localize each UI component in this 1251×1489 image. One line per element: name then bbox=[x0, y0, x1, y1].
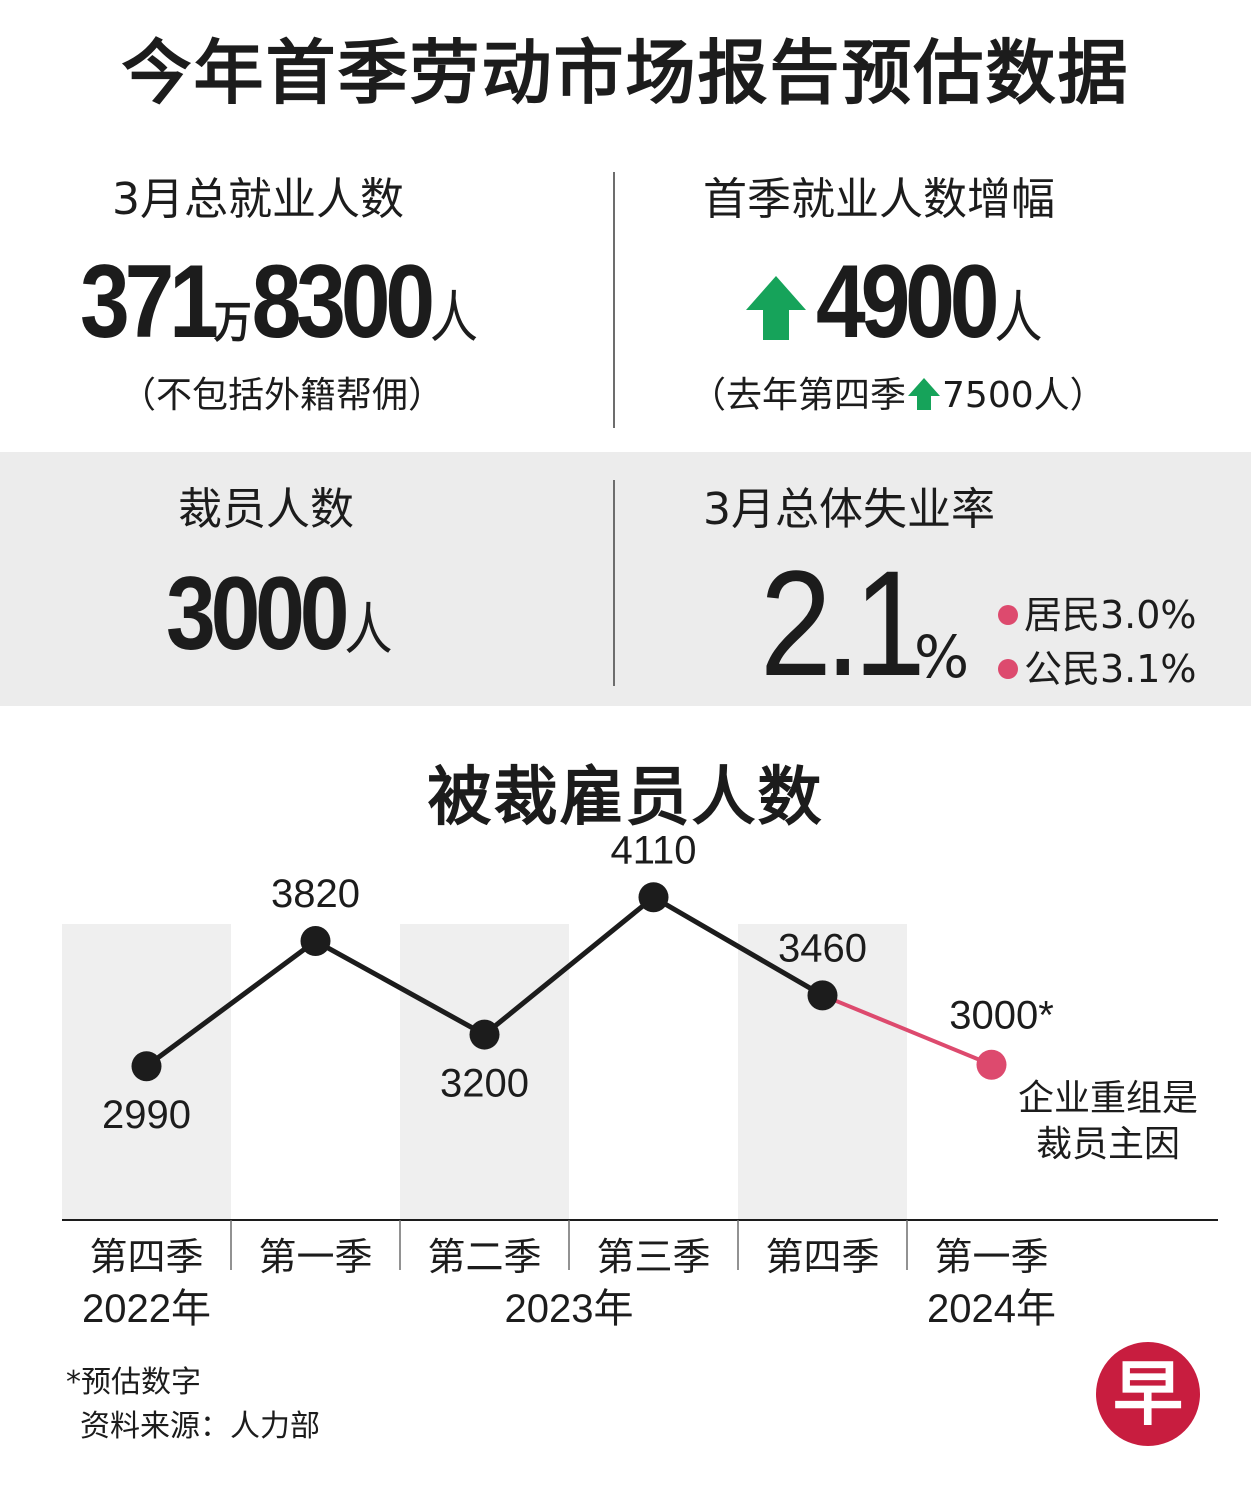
category-label: 第一季 bbox=[934, 1237, 1048, 1279]
data-label: 3460 bbox=[778, 926, 867, 970]
band-divider bbox=[613, 480, 615, 686]
data-label: 3000* bbox=[949, 994, 1054, 1038]
year-label: 2023年 bbox=[505, 1287, 634, 1331]
data-point bbox=[469, 1019, 500, 1050]
residents-dot-icon bbox=[998, 605, 1018, 625]
employment-unit: 人 bbox=[429, 286, 479, 349]
data-point bbox=[638, 882, 669, 913]
category-label: 第四季 bbox=[765, 1237, 879, 1279]
layoffs-value: 3000人 bbox=[166, 562, 392, 666]
data-point bbox=[807, 980, 838, 1011]
unemployment-value: 2.1 bbox=[760, 539, 926, 707]
footnote: *预估数字 bbox=[66, 1365, 201, 1400]
data-label: 2990 bbox=[102, 1093, 191, 1137]
unemployment-unit: % bbox=[914, 623, 970, 691]
category-label: 第一季 bbox=[258, 1237, 372, 1279]
chart-title: 被裁雇员人数 bbox=[427, 761, 824, 835]
chart-band bbox=[738, 924, 907, 1220]
chart-annotation: 企业重组是 bbox=[1018, 1077, 1198, 1118]
employment-value-b: 8300 bbox=[251, 244, 435, 360]
employment-label: 3月总就业人数 bbox=[112, 174, 404, 225]
citizens-rate: 公民3.1% bbox=[1024, 647, 1197, 691]
data-point bbox=[976, 1049, 1007, 1080]
layoffs-label: 裁员人数 bbox=[178, 484, 354, 535]
growth-number: 4900 bbox=[816, 244, 999, 360]
small-up-arrow-icon bbox=[906, 378, 942, 410]
data-label: 3200 bbox=[440, 1062, 529, 1106]
source-note: 资料来源：人力部 bbox=[80, 1409, 320, 1444]
growth-note-prefix: （去年第四季 bbox=[690, 375, 907, 416]
data-label: 3820 bbox=[271, 872, 360, 916]
employment-value-a: 371 bbox=[80, 244, 219, 360]
citizens-dot-icon bbox=[998, 659, 1018, 679]
unemployment-label: 3月总体失业率 bbox=[703, 484, 995, 535]
growth-value: 4900人 bbox=[816, 250, 1042, 354]
year-label: 2022年 bbox=[82, 1287, 211, 1331]
data-point bbox=[300, 926, 331, 957]
employment-note: （不包括外籍帮佣） bbox=[120, 375, 445, 416]
top-divider bbox=[613, 172, 615, 428]
estimate-line bbox=[821, 993, 993, 1067]
page-title: 今年首季劳动市场报告预估数据 bbox=[121, 32, 1130, 114]
employment-value: 371万8300人 bbox=[80, 250, 478, 354]
growth-note: （去年第四季 7500人） bbox=[690, 378, 1106, 414]
data-label: 4110 bbox=[610, 828, 696, 872]
year-label: 2024年 bbox=[927, 1287, 1056, 1331]
layoffs-number: 3000 bbox=[166, 556, 349, 672]
data-point bbox=[131, 1051, 162, 1082]
zaobao-logo: 早 bbox=[1096, 1342, 1200, 1446]
residents-rate: 居民3.0% bbox=[1024, 593, 1197, 637]
chart-band bbox=[400, 924, 569, 1220]
layoffs-unit: 人 bbox=[344, 598, 393, 661]
stats-band bbox=[0, 452, 1251, 706]
growth-label: 首季就业人数增幅 bbox=[703, 174, 1055, 225]
category-label: 第二季 bbox=[427, 1237, 541, 1279]
category-label: 第三季 bbox=[596, 1237, 710, 1279]
chart-annotation: 裁员主因 bbox=[1036, 1123, 1180, 1164]
up-arrow-icon bbox=[746, 276, 806, 340]
growth-note-suffix: 7500人） bbox=[942, 375, 1106, 416]
growth-unit: 人 bbox=[994, 286, 1043, 349]
category-label: 第四季 bbox=[89, 1237, 203, 1279]
employment-wan: 万 bbox=[213, 298, 252, 347]
